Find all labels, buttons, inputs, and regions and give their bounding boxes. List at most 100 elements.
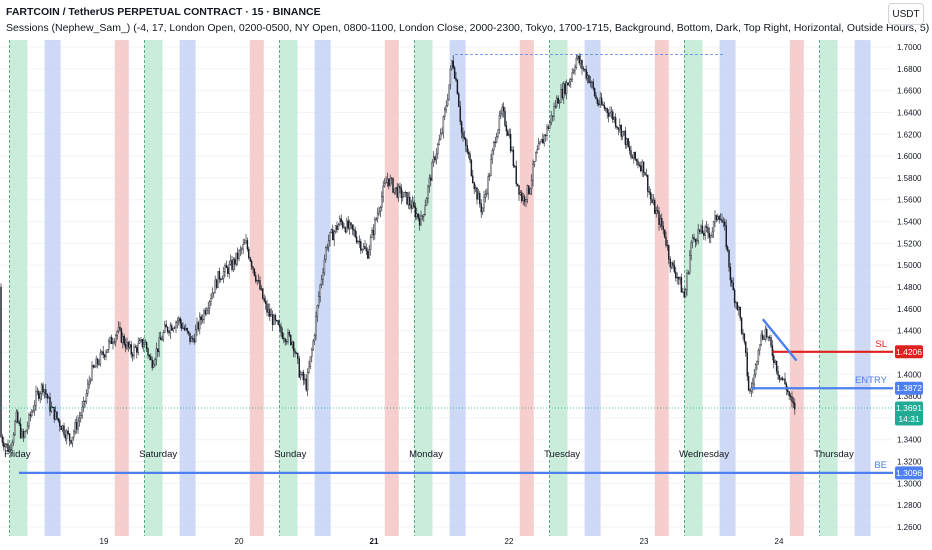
candle-body xyxy=(420,215,422,226)
candle-body xyxy=(248,248,250,259)
candle-body xyxy=(17,411,19,423)
price-tick-label: 1.3000 xyxy=(897,479,922,488)
candle-body xyxy=(610,111,613,114)
candle-body xyxy=(183,327,186,330)
candle-body xyxy=(430,177,432,181)
candle-body xyxy=(785,383,788,391)
day-labels: Friday Saturday Sunday Monday Tuesday Wednesd… xyxy=(4,449,854,460)
currency-button[interactable]: USDT xyxy=(888,3,924,25)
candle-body xyxy=(255,275,257,282)
candle-body xyxy=(711,231,713,236)
candle-body xyxy=(10,449,12,451)
candle-body xyxy=(39,393,41,399)
candle-body xyxy=(336,225,338,230)
session-band xyxy=(789,40,804,536)
candle-body xyxy=(239,249,242,252)
candle-body xyxy=(463,136,466,139)
indicator-legend[interactable]: Sessions (Nephew_Sam_) (-4, 17, London O… xyxy=(6,22,930,34)
candle-body xyxy=(683,291,685,298)
candle-body xyxy=(788,391,790,397)
candle-body xyxy=(21,431,23,438)
candle-body xyxy=(73,431,75,438)
candle-body xyxy=(633,152,635,159)
candle-body xyxy=(276,320,278,322)
candle-body xyxy=(763,338,765,340)
candle-body xyxy=(140,339,142,341)
candle-body xyxy=(691,237,694,243)
price-tag-entry xyxy=(895,381,923,395)
candle-body xyxy=(350,222,352,225)
candle-body xyxy=(220,278,222,280)
candle-body xyxy=(326,246,328,249)
candle-body xyxy=(263,298,265,302)
candle-body xyxy=(115,335,117,343)
candle-body xyxy=(192,337,194,340)
candle-body xyxy=(407,197,410,205)
candle-body xyxy=(172,328,174,331)
session-band xyxy=(719,40,736,536)
candle-body xyxy=(550,115,552,123)
candle-body xyxy=(169,325,172,334)
candle-body xyxy=(498,115,501,131)
day-label: Wednesday xyxy=(679,449,729,460)
candle-body xyxy=(355,236,358,243)
price-tick-label: 1.2800 xyxy=(897,501,922,510)
candle-body xyxy=(11,442,13,451)
candle-body xyxy=(113,341,116,343)
price-tick-label: 1.6800 xyxy=(897,65,922,74)
candle-body xyxy=(253,268,256,276)
session-band xyxy=(519,40,534,536)
candle-body xyxy=(374,219,376,235)
session-band xyxy=(249,40,264,536)
price-tick-label: 1.3200 xyxy=(897,458,922,467)
candle-body xyxy=(725,225,727,248)
candle-body xyxy=(761,334,764,340)
candle-body xyxy=(735,302,737,304)
candle-body xyxy=(249,257,251,262)
candle-body xyxy=(752,383,754,388)
candle-body xyxy=(626,138,628,145)
candle-body xyxy=(484,194,487,198)
candle-body xyxy=(760,334,762,345)
candle-body xyxy=(656,210,659,212)
candle-body xyxy=(210,298,212,302)
candle-body xyxy=(728,249,730,268)
candle-body xyxy=(116,331,118,336)
candle-body xyxy=(110,336,113,344)
candle-body xyxy=(102,351,104,356)
price-tick-label: 1.2600 xyxy=(897,523,922,532)
candle-body xyxy=(731,279,733,284)
candle-body xyxy=(647,174,649,192)
candle-body xyxy=(491,150,494,160)
candle-body xyxy=(234,259,236,265)
candle-body xyxy=(67,430,69,434)
candle-body xyxy=(306,372,309,391)
candle-body xyxy=(31,411,33,417)
day-label: Friday xyxy=(4,449,31,460)
day-label: Tuesday xyxy=(544,449,580,460)
candle-body xyxy=(676,277,678,279)
candle-body xyxy=(75,422,78,430)
candle-body xyxy=(316,305,319,317)
candle-body xyxy=(613,117,615,120)
session-band xyxy=(654,40,669,536)
candle-body xyxy=(724,221,726,226)
candle-body xyxy=(539,141,541,144)
candle-body xyxy=(435,153,438,161)
candle-body xyxy=(416,213,418,217)
candle-body xyxy=(0,286,2,438)
candle-body xyxy=(112,342,114,344)
candle-body xyxy=(141,339,144,347)
candle-body xyxy=(600,97,603,105)
candle-body xyxy=(26,425,29,431)
candle-body xyxy=(60,426,62,431)
candle-body xyxy=(705,226,708,228)
candle-body xyxy=(708,232,711,238)
candle-body xyxy=(669,258,671,268)
candle-body xyxy=(154,359,156,365)
candle-body xyxy=(208,301,211,309)
candle-body xyxy=(516,183,519,186)
candle-body xyxy=(556,97,558,107)
